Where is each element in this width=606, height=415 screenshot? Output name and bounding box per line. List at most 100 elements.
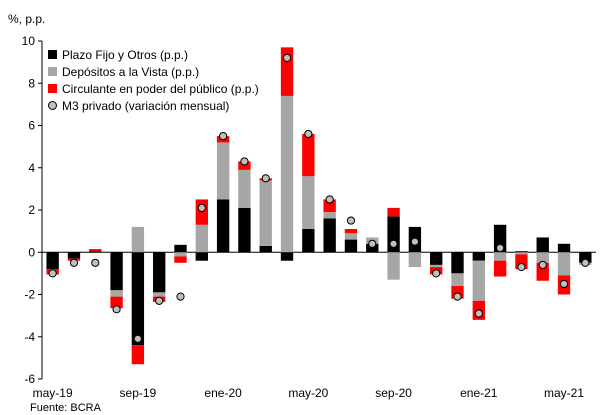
bar-segment bbox=[344, 233, 358, 240]
bar-segment bbox=[89, 251, 102, 253]
bar-segment bbox=[515, 252, 528, 255]
bar-segment bbox=[195, 252, 208, 261]
tick-labels: -6 -4 -2 0 2 4 6 8 10 may-19 sep-19 ene-20 may-20 sep… bbox=[22, 34, 585, 400]
legend-label: Depósitos a la Vista (p.p.) bbox=[62, 65, 199, 79]
bar-segment bbox=[557, 243, 571, 253]
bar-segment bbox=[195, 199, 208, 225]
bar-segment bbox=[493, 252, 507, 261]
legend-swatch bbox=[48, 67, 57, 76]
bar-segment bbox=[430, 252, 443, 265]
bar-segment bbox=[89, 249, 102, 252]
y-tick-label: 8 bbox=[28, 76, 35, 90]
bar-segment bbox=[323, 218, 336, 253]
bar-segment bbox=[302, 133, 315, 177]
y-tick-label: 4 bbox=[28, 161, 35, 175]
bar-segment bbox=[366, 243, 379, 253]
bar-segment bbox=[153, 252, 166, 293]
y-tick-label: 2 bbox=[28, 203, 35, 217]
m3-marker bbox=[496, 243, 505, 253]
bar-segment bbox=[238, 169, 251, 208]
x-tick-label: may-19 bbox=[33, 386, 73, 400]
y-tick-label: -4 bbox=[24, 330, 35, 344]
m3-marker bbox=[91, 258, 100, 267]
bar-segment bbox=[216, 199, 230, 253]
bar-segment bbox=[131, 252, 145, 346]
bar-segment bbox=[493, 260, 507, 277]
bar-segment bbox=[110, 252, 123, 291]
bar-segment bbox=[216, 142, 230, 200]
bar-segment bbox=[451, 252, 464, 274]
bar-segment bbox=[302, 176, 315, 230]
bar-segment bbox=[110, 290, 123, 297]
m3-marker bbox=[69, 258, 79, 267]
m3-marker bbox=[176, 292, 185, 301]
m3-marker bbox=[240, 157, 249, 166]
m3-marker bbox=[474, 309, 483, 318]
m3-marker bbox=[389, 239, 398, 248]
m3-marker bbox=[219, 131, 228, 141]
bar-segment bbox=[515, 251, 528, 253]
m3-marker bbox=[517, 262, 526, 272]
y-tick-label: 10 bbox=[22, 34, 36, 48]
legend-swatch bbox=[48, 50, 57, 59]
y-tick-label: 0 bbox=[28, 245, 35, 259]
bar-segment bbox=[238, 207, 251, 253]
legend-label: Plazo Fijo y Otros (p.p.) bbox=[62, 48, 188, 62]
bar-segment bbox=[536, 252, 549, 263]
bar-segment bbox=[344, 229, 358, 234]
y-tick-label: -6 bbox=[24, 372, 35, 386]
x-tick-label: sep-20 bbox=[375, 386, 412, 400]
m3-marker bbox=[368, 239, 377, 248]
x-tick-label: sep-19 bbox=[120, 386, 157, 400]
bar-segment bbox=[579, 252, 592, 263]
bar-segment bbox=[344, 239, 358, 253]
bar-segment bbox=[195, 224, 208, 253]
m3-marker bbox=[304, 129, 313, 139]
m3-marker bbox=[197, 203, 206, 212]
bar-segment bbox=[131, 226, 145, 253]
bar-segment bbox=[302, 229, 315, 253]
y-unit-label: %, p.p. bbox=[8, 12, 46, 26]
bar-segment bbox=[472, 252, 485, 261]
bar-segment bbox=[536, 237, 549, 253]
bar-segment bbox=[430, 264, 443, 268]
bar-segment bbox=[174, 256, 187, 263]
bar-segment bbox=[387, 252, 400, 280]
markers bbox=[48, 53, 590, 343]
bar-segment bbox=[110, 296, 123, 309]
legend-marker bbox=[48, 101, 57, 110]
bar-segment bbox=[387, 207, 400, 217]
bar-segment bbox=[323, 199, 336, 213]
m3-marker bbox=[112, 305, 121, 314]
bar-segment bbox=[472, 260, 485, 301]
bar-segment bbox=[46, 252, 59, 270]
bar-segment bbox=[557, 252, 571, 276]
legend-swatch bbox=[48, 84, 57, 93]
bar-segment bbox=[153, 292, 166, 297]
m3-marker bbox=[133, 334, 142, 343]
bar-segment bbox=[259, 180, 272, 246]
source-note: Fuente: BCRA bbox=[30, 402, 101, 414]
m3-marker bbox=[453, 292, 462, 301]
m3-marker bbox=[282, 53, 292, 63]
legend-label: M3 privado (variación mensual) bbox=[62, 99, 229, 113]
m3-marker bbox=[346, 216, 356, 225]
bar-segment bbox=[451, 273, 464, 287]
x-tick-label: may-20 bbox=[288, 386, 328, 400]
m3-marker bbox=[410, 237, 419, 246]
bar-segment bbox=[323, 212, 336, 219]
m3-marker bbox=[538, 260, 547, 270]
legend-label: Circulante en poder del público (p.p.) bbox=[62, 82, 259, 96]
bar-segment bbox=[174, 252, 187, 257]
bar-segment bbox=[408, 252, 422, 268]
x-tick-label: may-21 bbox=[544, 386, 584, 400]
bar-segment bbox=[174, 244, 187, 253]
bar-segment bbox=[280, 95, 294, 253]
m3-marker bbox=[155, 296, 164, 305]
y-tick-label: -2 bbox=[24, 288, 35, 302]
bar-segment bbox=[67, 252, 81, 259]
bar-segment bbox=[131, 345, 145, 365]
m3-marker bbox=[581, 258, 590, 267]
m3-marker bbox=[559, 279, 569, 289]
